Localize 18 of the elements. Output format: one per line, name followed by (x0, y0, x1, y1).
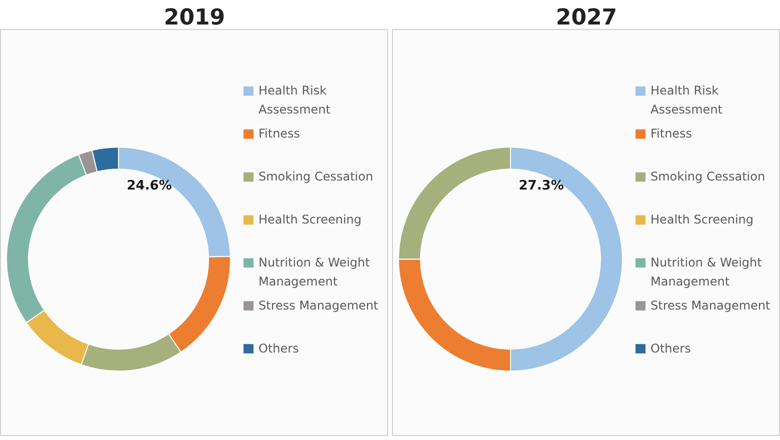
legend-label: Stress Management (650, 298, 771, 312)
legend-label: Nutrition & Weight Management (650, 255, 762, 288)
legend-label: Health Risk Assessment (650, 84, 723, 117)
chart-title: 2027 (556, 6, 618, 30)
legend-label: Smoking Cessation (650, 170, 766, 184)
legend-label: Health Risk Assessment (258, 84, 331, 117)
legend-label: Nutrition & Weight Management (258, 255, 370, 288)
legend-label: Others (650, 341, 691, 356)
data-label: 27.3% (518, 178, 564, 194)
data-label: 24.6% (126, 178, 172, 194)
chart-title: 2019 (164, 6, 226, 30)
legend-label: Health Screening (650, 212, 754, 226)
legend-label: Stress Management (258, 298, 379, 312)
legend-label: Smoking Cessation (258, 170, 374, 184)
legend-label: Fitness (650, 126, 692, 141)
legend-label: Fitness (258, 126, 300, 141)
legend-label: Health Screening (258, 212, 362, 226)
legend-label: Others (258, 341, 299, 356)
